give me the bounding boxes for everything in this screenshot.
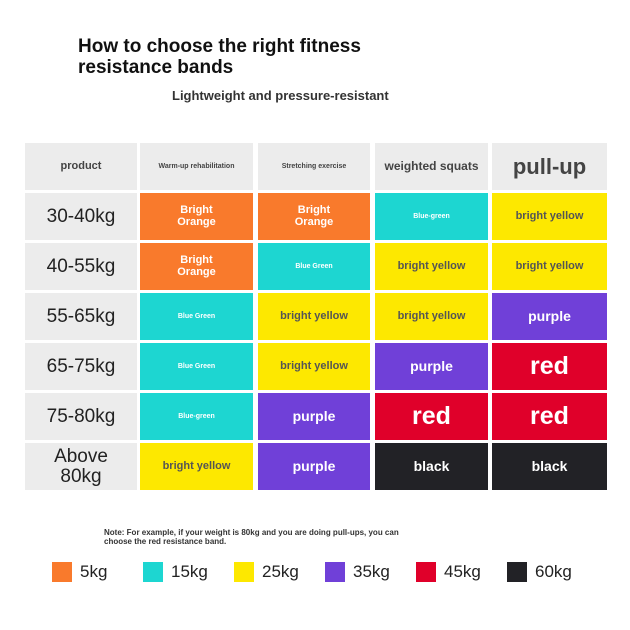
band-cell: black	[375, 443, 488, 490]
legend-swatch	[234, 562, 254, 582]
legend-label: 5kg	[80, 562, 108, 581]
band-cell: purple	[492, 293, 607, 340]
legend-swatch	[143, 562, 163, 582]
title: How to choose the right fitness resistan…	[78, 36, 361, 78]
column-header: pull-up	[492, 143, 607, 190]
legend-item: 45kg	[416, 562, 481, 582]
column-header: Warm-up rehabilitation	[140, 143, 253, 190]
band-cell: Bright Orange	[140, 193, 253, 240]
legend-label: 25kg	[262, 562, 299, 581]
column-header: Stretching exercise	[258, 143, 370, 190]
band-cell: Blue Green	[258, 243, 370, 290]
band-cell: Bright Orange	[258, 193, 370, 240]
band-cell: black	[492, 443, 607, 490]
legend-item: 25kg	[234, 562, 299, 582]
legend-swatch	[507, 562, 527, 582]
legend-item: 60kg	[507, 562, 572, 582]
column-header: weighted squats	[375, 143, 488, 190]
legend-label: 45kg	[444, 562, 481, 581]
band-cell: bright yellow	[258, 343, 370, 390]
band-cell: purple	[258, 393, 370, 440]
row-label: 65-75kg	[25, 343, 137, 390]
band-cell: bright yellow	[492, 243, 607, 290]
band-cell: bright yellow	[375, 293, 488, 340]
band-cell: purple	[258, 443, 370, 490]
legend-item: 15kg	[143, 562, 208, 582]
band-cell: purple	[375, 343, 488, 390]
row-label: 30-40kg	[25, 193, 137, 240]
note: Note: For example, if your weight is 80k…	[104, 528, 399, 546]
legend-label: 15kg	[171, 562, 208, 581]
band-cell: bright yellow	[140, 443, 253, 490]
row-label: Above 80kg	[25, 443, 137, 490]
legend-label: 60kg	[535, 562, 572, 581]
band-cell: red	[375, 393, 488, 440]
band-cell: bright yellow	[492, 193, 607, 240]
band-cell: Blue Green	[140, 343, 253, 390]
band-cell: red	[492, 343, 607, 390]
band-cell: bright yellow	[375, 243, 488, 290]
row-label: 40-55kg	[25, 243, 137, 290]
band-cell: Blue Green	[140, 293, 253, 340]
band-cell: Bright Orange	[140, 243, 253, 290]
legend-swatch	[416, 562, 436, 582]
row-label: 75-80kg	[25, 393, 137, 440]
legend-item: 35kg	[325, 562, 390, 582]
legend-swatch	[52, 562, 72, 582]
column-header: product	[25, 143, 137, 190]
legend-swatch	[325, 562, 345, 582]
subtitle: Lightweight and pressure-resistant	[172, 88, 389, 103]
band-cell: Blue-green	[140, 393, 253, 440]
band-cell: bright yellow	[258, 293, 370, 340]
legend-item: 5kg	[52, 562, 107, 582]
band-cell: Blue-green	[375, 193, 488, 240]
legend-label: 35kg	[353, 562, 390, 581]
band-cell: red	[492, 393, 607, 440]
row-label: 55-65kg	[25, 293, 137, 340]
